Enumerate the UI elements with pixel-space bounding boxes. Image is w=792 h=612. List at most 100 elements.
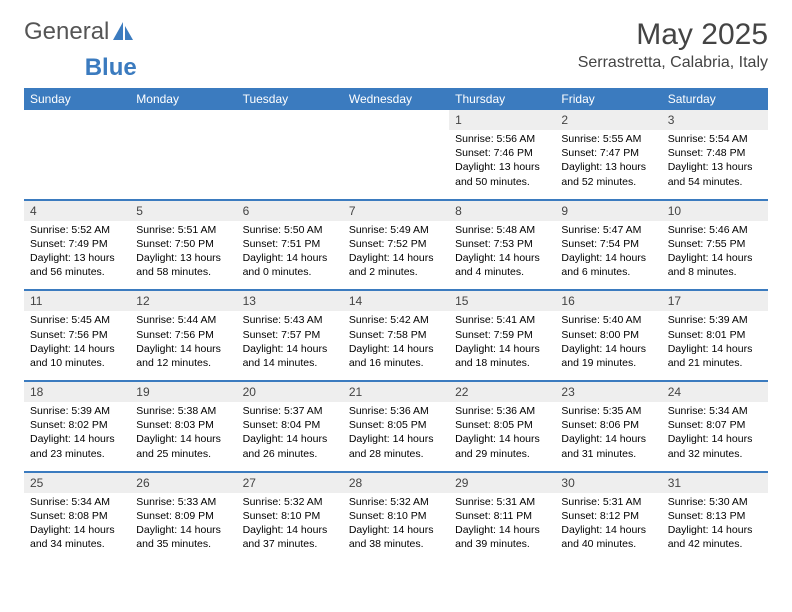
sunset-line: Sunset: 7:53 PM xyxy=(455,237,549,251)
daylight-line: Daylight: 14 hours and 12 minutes. xyxy=(136,342,230,370)
daylight-line: Daylight: 14 hours and 25 minutes. xyxy=(136,432,230,460)
daylight-line: Daylight: 14 hours and 28 minutes. xyxy=(349,432,443,460)
daylight-line: Daylight: 14 hours and 35 minutes. xyxy=(136,523,230,551)
day-info-cell: Sunrise: 5:30 AMSunset: 8:13 PMDaylight:… xyxy=(662,493,768,562)
sunset-line: Sunset: 8:09 PM xyxy=(136,509,230,523)
daylight-line: Daylight: 13 hours and 50 minutes. xyxy=(455,160,549,188)
day-info-cell: Sunrise: 5:55 AMSunset: 7:47 PMDaylight:… xyxy=(555,130,661,200)
sunset-line: Sunset: 7:59 PM xyxy=(455,328,549,342)
sunset-line: Sunset: 8:12 PM xyxy=(561,509,655,523)
weekday-header: Friday xyxy=(555,88,661,110)
day-info-cell: Sunrise: 5:32 AMSunset: 8:10 PMDaylight:… xyxy=(237,493,343,562)
day-info-cell: Sunrise: 5:37 AMSunset: 8:04 PMDaylight:… xyxy=(237,402,343,472)
sunset-line: Sunset: 7:48 PM xyxy=(668,146,762,160)
sail-icon xyxy=(113,22,135,42)
location: Serrastretta, Calabria, Italy xyxy=(578,54,768,72)
sunrise-line: Sunrise: 5:48 AM xyxy=(455,223,549,237)
sunrise-line: Sunrise: 5:35 AM xyxy=(561,404,655,418)
daylight-line: Daylight: 14 hours and 4 minutes. xyxy=(455,251,549,279)
sunset-line: Sunset: 7:57 PM xyxy=(243,328,337,342)
day-number-row: 25262728293031 xyxy=(24,472,768,493)
daylight-line: Daylight: 14 hours and 8 minutes. xyxy=(668,251,762,279)
daylight-line: Daylight: 14 hours and 26 minutes. xyxy=(243,432,337,460)
sunrise-line: Sunrise: 5:55 AM xyxy=(561,132,655,146)
day-number-cell: 20 xyxy=(237,381,343,402)
sunset-line: Sunset: 7:56 PM xyxy=(136,328,230,342)
daylight-line: Daylight: 14 hours and 37 minutes. xyxy=(243,523,337,551)
day-number-cell: 26 xyxy=(130,472,236,493)
title-block: May 2025 Serrastretta, Calabria, Italy xyxy=(578,18,768,72)
day-info-cell: Sunrise: 5:46 AMSunset: 7:55 PMDaylight:… xyxy=(662,221,768,291)
daylight-line: Daylight: 14 hours and 42 minutes. xyxy=(668,523,762,551)
daylight-line: Daylight: 13 hours and 52 minutes. xyxy=(561,160,655,188)
day-number-cell: 15 xyxy=(449,290,555,311)
day-number-cell: 4 xyxy=(24,200,130,221)
sunset-line: Sunset: 8:06 PM xyxy=(561,418,655,432)
sunset-line: Sunset: 8:08 PM xyxy=(30,509,124,523)
day-info-cell: Sunrise: 5:43 AMSunset: 7:57 PMDaylight:… xyxy=(237,311,343,381)
day-number-cell: 14 xyxy=(343,290,449,311)
sunset-line: Sunset: 8:04 PM xyxy=(243,418,337,432)
day-info-cell: Sunrise: 5:35 AMSunset: 8:06 PMDaylight:… xyxy=(555,402,661,472)
day-number-cell xyxy=(343,110,449,130)
sunrise-line: Sunrise: 5:42 AM xyxy=(349,313,443,327)
day-number-cell: 30 xyxy=(555,472,661,493)
sunset-line: Sunset: 7:47 PM xyxy=(561,146,655,160)
day-number-cell: 23 xyxy=(555,381,661,402)
day-info-cell: Sunrise: 5:41 AMSunset: 7:59 PMDaylight:… xyxy=(449,311,555,381)
day-info-cell: Sunrise: 5:39 AMSunset: 8:02 PMDaylight:… xyxy=(24,402,130,472)
sunset-line: Sunset: 8:03 PM xyxy=(136,418,230,432)
sunrise-line: Sunrise: 5:52 AM xyxy=(30,223,124,237)
sunrise-line: Sunrise: 5:30 AM xyxy=(668,495,762,509)
day-info-cell: Sunrise: 5:42 AMSunset: 7:58 PMDaylight:… xyxy=(343,311,449,381)
sunset-line: Sunset: 7:58 PM xyxy=(349,328,443,342)
sunset-line: Sunset: 7:50 PM xyxy=(136,237,230,251)
day-info-cell xyxy=(130,130,236,200)
sunset-line: Sunset: 8:05 PM xyxy=(349,418,443,432)
day-info-cell: Sunrise: 5:44 AMSunset: 7:56 PMDaylight:… xyxy=(130,311,236,381)
sunrise-line: Sunrise: 5:34 AM xyxy=(30,495,124,509)
day-number-row: 11121314151617 xyxy=(24,290,768,311)
weekday-header: Tuesday xyxy=(237,88,343,110)
day-info-cell: Sunrise: 5:45 AMSunset: 7:56 PMDaylight:… xyxy=(24,311,130,381)
sunrise-line: Sunrise: 5:56 AM xyxy=(455,132,549,146)
day-number-row: 18192021222324 xyxy=(24,381,768,402)
day-info-cell: Sunrise: 5:34 AMSunset: 8:08 PMDaylight:… xyxy=(24,493,130,562)
daylight-line: Daylight: 14 hours and 40 minutes. xyxy=(561,523,655,551)
brand-part2: Blue xyxy=(85,54,137,82)
sunset-line: Sunset: 8:01 PM xyxy=(668,328,762,342)
daylight-line: Daylight: 14 hours and 14 minutes. xyxy=(243,342,337,370)
day-number-cell: 18 xyxy=(24,381,130,402)
day-info-cell: Sunrise: 5:50 AMSunset: 7:51 PMDaylight:… xyxy=(237,221,343,291)
day-number-cell: 10 xyxy=(662,200,768,221)
sunrise-line: Sunrise: 5:41 AM xyxy=(455,313,549,327)
sunset-line: Sunset: 7:54 PM xyxy=(561,237,655,251)
daylight-line: Daylight: 14 hours and 21 minutes. xyxy=(668,342,762,370)
day-number-cell: 2 xyxy=(555,110,661,130)
daylight-line: Daylight: 14 hours and 23 minutes. xyxy=(30,432,124,460)
sunrise-line: Sunrise: 5:54 AM xyxy=(668,132,762,146)
day-number-row: 45678910 xyxy=(24,200,768,221)
daylight-line: Daylight: 14 hours and 34 minutes. xyxy=(30,523,124,551)
day-info-cell: Sunrise: 5:47 AMSunset: 7:54 PMDaylight:… xyxy=(555,221,661,291)
day-info-cell: Sunrise: 5:36 AMSunset: 8:05 PMDaylight:… xyxy=(449,402,555,472)
day-info-cell xyxy=(24,130,130,200)
daylight-line: Daylight: 13 hours and 58 minutes. xyxy=(136,251,230,279)
sunrise-line: Sunrise: 5:32 AM xyxy=(349,495,443,509)
day-number-cell: 7 xyxy=(343,200,449,221)
day-number-cell: 16 xyxy=(555,290,661,311)
sunset-line: Sunset: 7:52 PM xyxy=(349,237,443,251)
sunrise-line: Sunrise: 5:43 AM xyxy=(243,313,337,327)
sunrise-line: Sunrise: 5:39 AM xyxy=(668,313,762,327)
weekday-header: Monday xyxy=(130,88,236,110)
day-info-cell: Sunrise: 5:56 AMSunset: 7:46 PMDaylight:… xyxy=(449,130,555,200)
day-info-cell: Sunrise: 5:36 AMSunset: 8:05 PMDaylight:… xyxy=(343,402,449,472)
day-info-cell: Sunrise: 5:34 AMSunset: 8:07 PMDaylight:… xyxy=(662,402,768,472)
day-info-cell: Sunrise: 5:49 AMSunset: 7:52 PMDaylight:… xyxy=(343,221,449,291)
day-info-cell: Sunrise: 5:51 AMSunset: 7:50 PMDaylight:… xyxy=(130,221,236,291)
weekday-header: Wednesday xyxy=(343,88,449,110)
sunrise-line: Sunrise: 5:31 AM xyxy=(455,495,549,509)
day-info-cell: Sunrise: 5:54 AMSunset: 7:48 PMDaylight:… xyxy=(662,130,768,200)
daylight-line: Daylight: 14 hours and 10 minutes. xyxy=(30,342,124,370)
sunset-line: Sunset: 7:49 PM xyxy=(30,237,124,251)
